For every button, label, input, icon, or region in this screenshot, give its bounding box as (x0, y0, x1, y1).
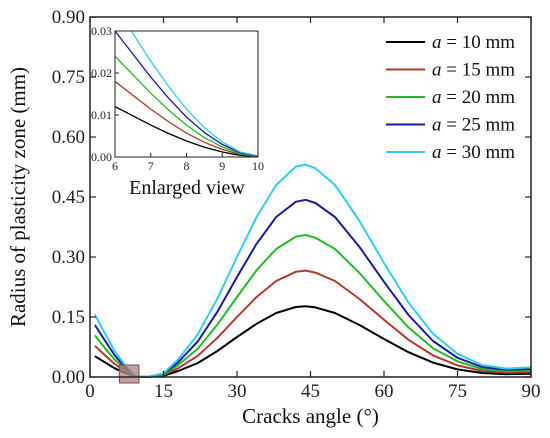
y-axis-label: Radius of plasticity zone (mm) (6, 67, 30, 327)
x-tick-label-4: 60 (375, 381, 394, 402)
inset-chart: 6 7 8 9 10 0.00 0.01 0.02 0.03 Enlarged view (91, 24, 264, 199)
y-tick-label-5: 0.75 (52, 67, 85, 88)
series-line-4 (94, 198, 532, 378)
inset-y-tick-label-1: 0.01 (91, 108, 112, 122)
inset-y-tick-label-3: 0.03 (91, 24, 112, 38)
inset-frame (114, 30, 259, 158)
legend-label-4: a = 25 mm (432, 115, 515, 136)
inset-series-layer (115, 31, 258, 157)
inset-series-line-3 (115, 55, 258, 157)
inset-x-tick-label-3: 9 (219, 159, 225, 173)
legend-label-2: a = 15 mm (432, 60, 515, 81)
y-tick-label-4: 0.60 (52, 127, 85, 148)
y-tick-label-3: 0.45 (52, 187, 85, 208)
inset-series-line-4 (115, 31, 258, 157)
inset-series-line-5 (130, 31, 258, 157)
series-line-3 (94, 234, 532, 378)
inset-x-tick-label-2: 8 (184, 159, 190, 173)
legend: a = 10 mm a = 15 mm a = 20 mm a = 25 mm a = … (386, 32, 515, 163)
y-tick-label-6: 0.90 (52, 7, 85, 28)
x-tick-label-6: 90 (522, 381, 541, 402)
inset-x-tick-label-4: 10 (252, 159, 264, 173)
inset-label: Enlarged view (129, 177, 245, 199)
inset-y-tick-label-2: 0.02 (91, 66, 112, 80)
legend-label-5: a = 30 mm (432, 142, 515, 163)
inset-x-tick-label-1: 7 (148, 159, 154, 173)
x-tick-label-2: 30 (228, 381, 247, 402)
series-line-1 (94, 305, 532, 378)
x-tick-label-3: 45 (301, 381, 320, 402)
inset-x-tick-label-0: 6 (112, 159, 118, 173)
x-tick-label-1: 15 (154, 381, 173, 402)
legend-label-3: a = 20 mm (432, 87, 515, 108)
x-tick-label-0: 0 (85, 381, 95, 402)
legend-label-1: a = 10 mm (432, 32, 515, 53)
inset-series-line-2 (115, 80, 258, 157)
highlight-box (118, 364, 140, 384)
x-tick-label-5: 75 (448, 381, 467, 402)
inset-series-line-1 (115, 106, 258, 157)
y-tick-label-2: 0.30 (52, 247, 85, 268)
inset-y-tick-label-0: 0.00 (91, 150, 112, 164)
x-axis-label: Cracks angle (°) (242, 404, 379, 428)
ticks-layer: 0 15 30 45 60 75 90 0.00 0.15 0.30 0.45 0.60 0.75 0.9… (52, 7, 541, 402)
y-tick-label-1: 0.15 (52, 307, 85, 328)
y-tick-label-0: 0.00 (52, 367, 85, 388)
